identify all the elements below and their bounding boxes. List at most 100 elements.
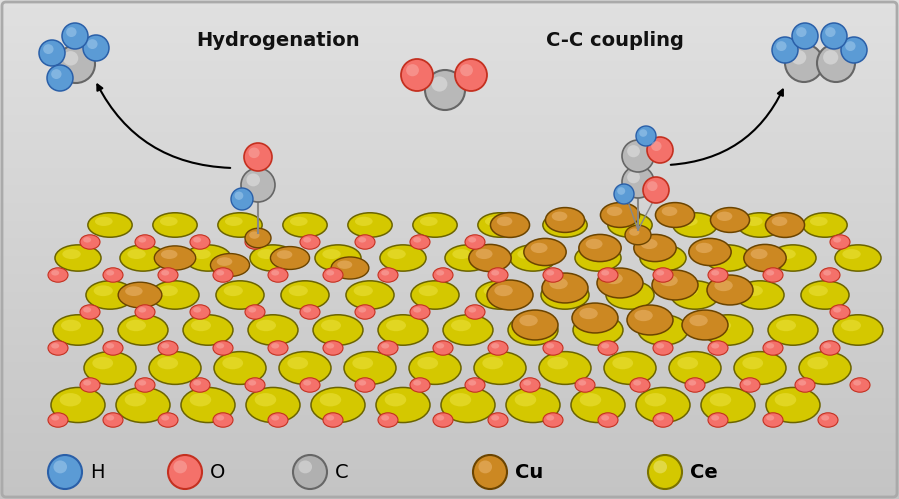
- Ellipse shape: [547, 415, 554, 421]
- Ellipse shape: [647, 137, 673, 163]
- Ellipse shape: [103, 341, 123, 355]
- Ellipse shape: [300, 235, 320, 249]
- Ellipse shape: [484, 285, 503, 296]
- Ellipse shape: [765, 213, 805, 238]
- Ellipse shape: [433, 341, 453, 355]
- Ellipse shape: [539, 352, 591, 384]
- Ellipse shape: [817, 44, 855, 82]
- Ellipse shape: [641, 239, 657, 249]
- Ellipse shape: [95, 217, 112, 226]
- Ellipse shape: [585, 239, 602, 249]
- Ellipse shape: [210, 253, 250, 276]
- Ellipse shape: [185, 245, 231, 271]
- Ellipse shape: [358, 380, 366, 386]
- Ellipse shape: [160, 217, 178, 226]
- Ellipse shape: [517, 249, 536, 259]
- Ellipse shape: [245, 228, 271, 248]
- Text: Cu: Cu: [515, 463, 543, 482]
- Ellipse shape: [420, 217, 438, 226]
- Ellipse shape: [84, 237, 91, 243]
- Ellipse shape: [192, 249, 210, 259]
- Ellipse shape: [809, 285, 828, 296]
- Ellipse shape: [708, 268, 728, 282]
- Ellipse shape: [106, 270, 114, 275]
- Ellipse shape: [193, 307, 201, 312]
- Ellipse shape: [552, 212, 567, 221]
- Ellipse shape: [578, 380, 586, 386]
- Ellipse shape: [241, 168, 275, 202]
- Ellipse shape: [711, 270, 719, 275]
- Ellipse shape: [520, 315, 538, 326]
- Ellipse shape: [708, 413, 728, 427]
- Ellipse shape: [751, 249, 768, 259]
- Ellipse shape: [677, 357, 699, 369]
- Ellipse shape: [523, 380, 531, 386]
- Ellipse shape: [353, 285, 373, 296]
- Ellipse shape: [378, 315, 428, 345]
- Ellipse shape: [506, 387, 560, 423]
- Ellipse shape: [48, 455, 82, 489]
- Ellipse shape: [355, 378, 375, 392]
- Ellipse shape: [385, 393, 406, 406]
- Ellipse shape: [711, 343, 719, 349]
- Ellipse shape: [601, 415, 610, 421]
- Ellipse shape: [268, 413, 288, 427]
- Ellipse shape: [766, 415, 774, 421]
- Ellipse shape: [491, 270, 499, 275]
- Ellipse shape: [734, 352, 786, 384]
- Ellipse shape: [669, 352, 721, 384]
- Ellipse shape: [785, 44, 823, 82]
- Ellipse shape: [249, 232, 260, 239]
- Ellipse shape: [543, 413, 563, 427]
- Ellipse shape: [622, 166, 654, 198]
- Ellipse shape: [689, 239, 731, 265]
- Ellipse shape: [190, 378, 210, 392]
- Ellipse shape: [158, 413, 178, 427]
- Ellipse shape: [213, 268, 233, 282]
- Ellipse shape: [709, 393, 731, 406]
- Ellipse shape: [823, 50, 838, 64]
- Ellipse shape: [257, 249, 276, 259]
- Ellipse shape: [436, 415, 444, 421]
- Ellipse shape: [543, 213, 587, 237]
- Ellipse shape: [298, 461, 312, 474]
- Ellipse shape: [138, 237, 147, 243]
- Ellipse shape: [62, 249, 81, 259]
- Ellipse shape: [118, 282, 162, 308]
- Ellipse shape: [542, 273, 588, 303]
- Ellipse shape: [103, 268, 123, 282]
- Ellipse shape: [653, 341, 673, 355]
- Ellipse shape: [57, 45, 95, 83]
- Ellipse shape: [659, 275, 678, 286]
- Ellipse shape: [411, 281, 459, 309]
- Ellipse shape: [300, 305, 320, 319]
- Ellipse shape: [174, 461, 187, 474]
- Ellipse shape: [67, 27, 76, 37]
- Ellipse shape: [43, 44, 54, 54]
- Ellipse shape: [376, 387, 430, 423]
- Ellipse shape: [645, 393, 666, 406]
- Ellipse shape: [833, 315, 883, 345]
- Ellipse shape: [766, 387, 820, 423]
- Ellipse shape: [821, 415, 829, 421]
- Ellipse shape: [168, 455, 202, 489]
- Ellipse shape: [248, 148, 260, 158]
- Ellipse shape: [87, 39, 98, 49]
- Ellipse shape: [548, 285, 568, 296]
- Ellipse shape: [190, 305, 210, 319]
- Ellipse shape: [801, 281, 849, 309]
- Ellipse shape: [410, 305, 430, 319]
- Ellipse shape: [149, 352, 201, 384]
- Ellipse shape: [320, 393, 342, 406]
- Ellipse shape: [622, 140, 654, 172]
- Ellipse shape: [326, 270, 334, 275]
- Ellipse shape: [634, 235, 676, 261]
- Ellipse shape: [469, 245, 512, 271]
- Ellipse shape: [543, 268, 563, 282]
- Ellipse shape: [344, 352, 396, 384]
- Ellipse shape: [647, 249, 666, 259]
- Ellipse shape: [579, 235, 621, 261]
- Ellipse shape: [311, 387, 365, 423]
- Ellipse shape: [378, 341, 398, 355]
- Ellipse shape: [487, 280, 533, 310]
